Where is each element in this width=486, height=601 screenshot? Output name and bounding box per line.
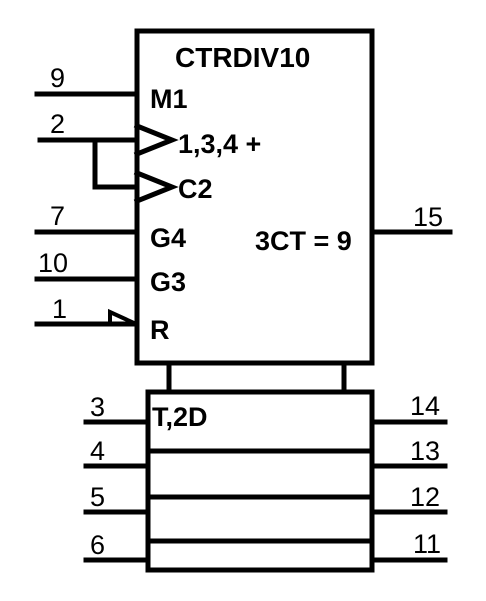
pin-number-g4: 7 <box>50 201 65 231</box>
input-label-g3: G3 <box>150 267 186 297</box>
input-label-g4: G4 <box>150 223 186 253</box>
reset-polarity-indicator <box>108 308 137 326</box>
pin-number-out: 15 <box>413 202 443 232</box>
pin-number-m1: 9 <box>50 63 65 93</box>
pin-number-clock: 2 <box>50 109 65 139</box>
pin-number-q3: 11 <box>413 529 441 559</box>
clock-triangle-1 <box>133 122 179 158</box>
block-title: CTRDIV10 <box>175 42 310 73</box>
control-block <box>134 28 375 366</box>
clock-branch-line <box>92 137 140 190</box>
pin-number-d3: 6 <box>90 530 105 560</box>
input-label-m1: M1 <box>150 84 188 114</box>
pin-number-g3: 10 <box>38 248 68 278</box>
pin-number-reset: 1 <box>52 294 67 324</box>
clock-triangle-2 <box>133 169 179 205</box>
register-label: T,2D <box>152 402 208 432</box>
pin-number-q0: 14 <box>410 391 440 421</box>
pin-number-d2: 5 <box>90 482 105 512</box>
input-label-clock-2: C2 <box>178 174 213 204</box>
pin-number-d1: 4 <box>90 436 105 466</box>
pin-number-q1: 13 <box>410 436 440 466</box>
register-block <box>145 389 375 573</box>
input-label-clock-1: 1,3,4 + <box>178 129 261 159</box>
output-function-label: 3CT = 9 <box>255 226 352 256</box>
pin-number-q2: 12 <box>410 482 440 512</box>
pin-number-d0: 3 <box>90 392 105 422</box>
input-label-reset: R <box>150 315 170 345</box>
